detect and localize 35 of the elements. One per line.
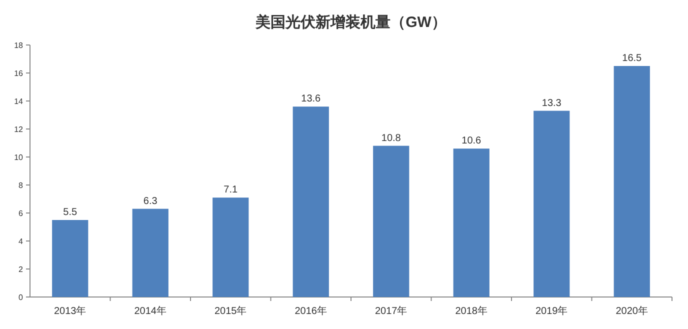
y-tick-label: 12 [14,125,24,134]
title: 美国光伏新增装机量（GW） [256,14,446,31]
bar [292,106,329,297]
data-label: 5.5 [63,207,78,218]
y-tick-label: 0 [18,293,24,302]
data-label: 16.5 [622,53,642,64]
x-tick-label: 2017年 [375,305,408,317]
y-tick-label: 2 [18,265,24,274]
data-label: 7.1 [224,184,238,196]
y-tick-label: 8 [18,181,24,190]
bar [373,146,410,297]
bar [212,198,249,297]
x-tick-label: 2013年 [54,305,86,317]
bar [453,148,490,297]
x-tick-label: 2020年 [616,305,648,317]
data-label: 13.6 [301,94,322,105]
x-tick-label: 2015年 [214,305,247,317]
data-label: 6.3 [143,196,158,207]
y-tick-label: 6 [18,209,24,218]
y-tick-label: 18 [14,41,24,50]
x-tick-label: 2019年 [536,305,568,317]
bar [534,110,570,297]
y-tick-label: 14 [14,97,24,106]
x-tick-label: 2016年 [294,305,327,317]
data-label: 10.8 [381,132,402,144]
y-tick-label: 10 [14,153,24,162]
data-label: 10.6 [462,136,482,147]
bar [132,208,168,297]
y-tick-label: 4 [18,237,24,246]
bar [52,220,88,297]
y-tick-label: 16 [14,69,24,78]
data-label: 13.3 [542,98,562,109]
x-tick-label: 2018年 [455,305,488,317]
x-tick-label: 2014年 [134,305,166,317]
bar [614,66,650,297]
